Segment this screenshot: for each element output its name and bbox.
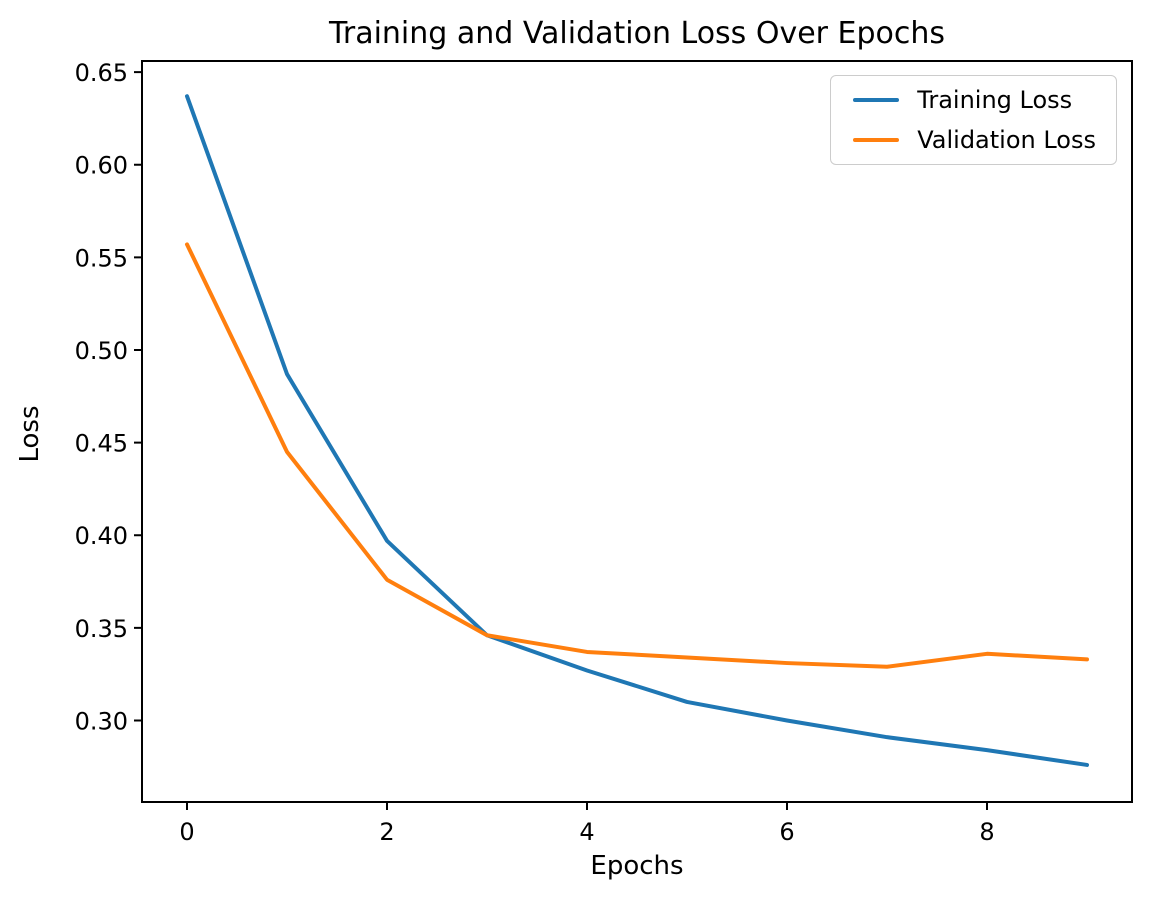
y-tick-label: 0.60 <box>75 152 128 180</box>
y-tick-label: 0.30 <box>75 707 128 735</box>
legend-label: Training Loss <box>917 86 1073 114</box>
x-tick-label: 4 <box>579 818 594 846</box>
y-tick-label: 0.55 <box>75 244 128 272</box>
x-tick-label: 8 <box>979 818 994 846</box>
validation-loss-swatch <box>853 138 900 142</box>
y-tick-label: 0.35 <box>75 615 128 643</box>
x-tick-label: 0 <box>179 818 194 846</box>
training-loss-line <box>185 94 1089 767</box>
legend-label: Validation Loss <box>917 126 1096 154</box>
legend: Training Loss Validation Loss <box>830 75 1117 165</box>
legend-item-validation-loss: Validation Loss <box>853 125 1096 155</box>
x-axis-label: Epochs <box>590 851 684 881</box>
y-tick-label: 0.65 <box>75 59 128 87</box>
x-tick-label: 6 <box>779 818 794 846</box>
training-loss-swatch <box>853 98 900 102</box>
y-tick-label: 0.50 <box>75 337 128 365</box>
chart-title: Training and Validation Loss Over Epochs <box>328 16 946 51</box>
plot-border <box>141 60 1133 803</box>
y-tick-label: 0.45 <box>75 430 128 458</box>
legend-item-training-loss: Training Loss <box>853 85 1096 115</box>
y-axis-label: Loss <box>15 405 45 463</box>
y-tick-label: 0.40 <box>75 522 128 550</box>
x-tick-label: 2 <box>379 818 394 846</box>
validation-loss-line <box>185 242 1089 669</box>
